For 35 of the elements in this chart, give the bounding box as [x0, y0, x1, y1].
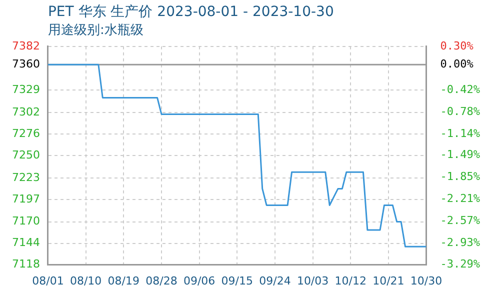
- y2-tick-label: -2.57%: [440, 214, 480, 227]
- y-tick-label: 7250: [12, 148, 40, 162]
- y2-tick-label: -0.78%: [440, 104, 480, 118]
- y2-tick-label: -1.49%: [440, 148, 480, 162]
- x-tick-label: 09/15: [221, 274, 253, 288]
- y2-tick-label: -2.21%: [440, 192, 480, 205]
- x-tick-label: 09/06: [183, 274, 216, 288]
- y2-tick-label: -1.14%: [440, 126, 480, 140]
- x-tick-label: 08/19: [108, 274, 140, 288]
- chart-subtitle: 用途级别:水瓶级: [48, 22, 144, 38]
- y-tick-label: 7302: [12, 105, 40, 118]
- x-tick-label: 08/01: [32, 274, 64, 288]
- y-tick-label: 7144: [12, 236, 40, 250]
- y-tick-label: 7276: [12, 126, 40, 140]
- y2-tick-label: -0.42%: [440, 83, 480, 96]
- y2-tick-label: -2.93%: [440, 236, 480, 249]
- y-tick-label: 7197: [12, 192, 40, 206]
- x-tick-label: 10/30: [410, 274, 442, 288]
- y2-tick-label: -1.85%: [440, 170, 480, 184]
- x-tick-label: 08/28: [146, 274, 178, 288]
- y-tick-label: 7360: [12, 57, 40, 70]
- y-tick-label: 7382: [12, 39, 40, 52]
- y-tick-label: 7223: [12, 170, 40, 184]
- x-tick-label: 10/03: [296, 274, 329, 288]
- y-tick-label: 7170: [12, 214, 40, 228]
- chart-title: PET 华东 生产价 2023-08-01 - 2023-10-30: [48, 4, 334, 20]
- y2-tick-label: 0.30%: [440, 39, 474, 52]
- x-tick-label: 09/24: [259, 274, 291, 288]
- x-tick-label: 10/21: [372, 274, 404, 288]
- x-tick-label: 08/10: [70, 274, 102, 288]
- y-tick-label: 7118: [12, 258, 40, 271]
- x-tick-label: 10/12: [334, 274, 366, 288]
- y2-tick-label: -3.29%: [440, 258, 480, 271]
- y-tick-label: 7329: [12, 83, 40, 96]
- y2-tick-label: 0.00%: [440, 58, 474, 71]
